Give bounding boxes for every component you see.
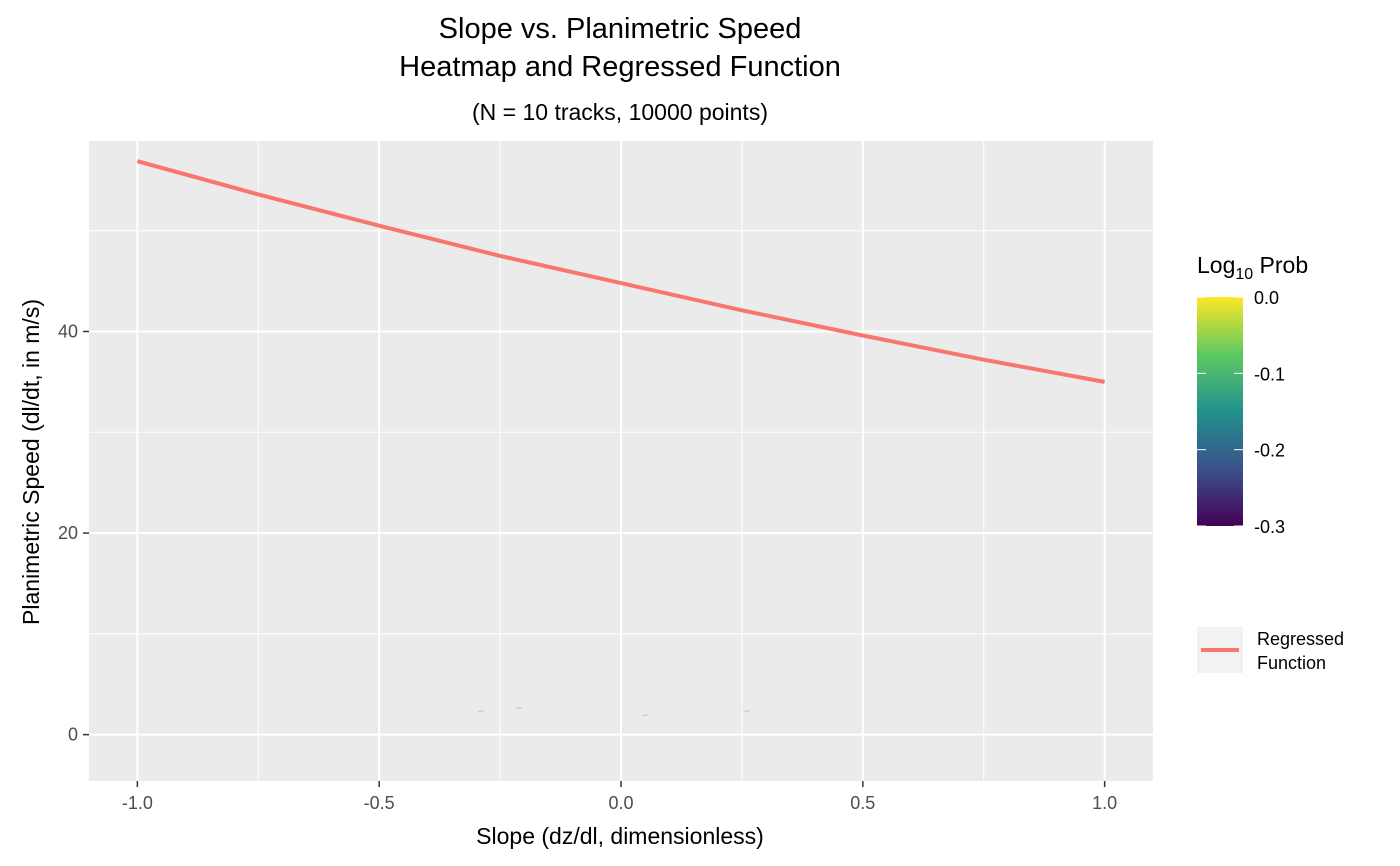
heatmap-cell <box>642 714 649 716</box>
colorbar <box>1197 297 1243 526</box>
colorbar-tick-label: -0.3 <box>1254 517 1285 537</box>
y-tick-label: 20 <box>58 523 78 543</box>
colorbar-title-main: Log <box>1197 252 1235 278</box>
colorbar-tick-label: -0.1 <box>1254 364 1285 384</box>
chart-title: Slope vs. Planimetric Speed <box>439 13 802 45</box>
x-tick-label: 1.0 <box>1092 793 1117 813</box>
heatmap-layer <box>477 707 750 716</box>
heatmap-cell <box>477 710 484 712</box>
x-tick-label: -1.0 <box>122 793 153 813</box>
line-key-label-1: Regressed <box>1257 629 1344 649</box>
y-axis-title: Planimetric Speed (dl/dt, in m/s) <box>18 299 44 625</box>
line-key-label-2: Function <box>1257 653 1326 673</box>
x-tick-label: -0.5 <box>364 793 395 813</box>
x-tick-label: 0.5 <box>850 793 875 813</box>
colorbar-title: Log10 Prob <box>1197 252 1308 283</box>
chart-subtitle: (N = 10 tracks, 10000 points) <box>472 99 768 125</box>
y-tick-label: 0 <box>68 725 78 745</box>
x-axis-title: Slope (dz/dl, dimensionless) <box>476 823 764 849</box>
series-line-regressed-function <box>136 159 1105 384</box>
colorbar-ticks: 0.0 -0.1 -0.2 -0.3 <box>1197 288 1285 537</box>
chart-title-line2: Heatmap and Regressed Function <box>399 51 841 83</box>
series-layer <box>136 159 1105 384</box>
legend: Log10 Prob 0.0 -0.1 -0.2 -0.3 Regressed Fun… <box>1197 252 1344 673</box>
x-tick-label: 0.0 <box>608 793 633 813</box>
y-tick-label: 40 <box>58 321 78 341</box>
colorbar-tick-label: -0.2 <box>1254 441 1285 461</box>
x-axis: -1.0 -0.5 0.0 0.5 1.0 <box>122 781 1117 813</box>
colorbar-tick-label: 0.0 <box>1254 288 1279 308</box>
heatmap-cell <box>516 707 523 709</box>
grid-major <box>89 141 1153 781</box>
colorbar-title-suffix: Prob <box>1253 252 1308 278</box>
colorbar-title-subscript: 10 <box>1235 266 1253 283</box>
y-axis: 0 20 40 <box>58 321 89 745</box>
heatmap-cell <box>743 710 750 712</box>
